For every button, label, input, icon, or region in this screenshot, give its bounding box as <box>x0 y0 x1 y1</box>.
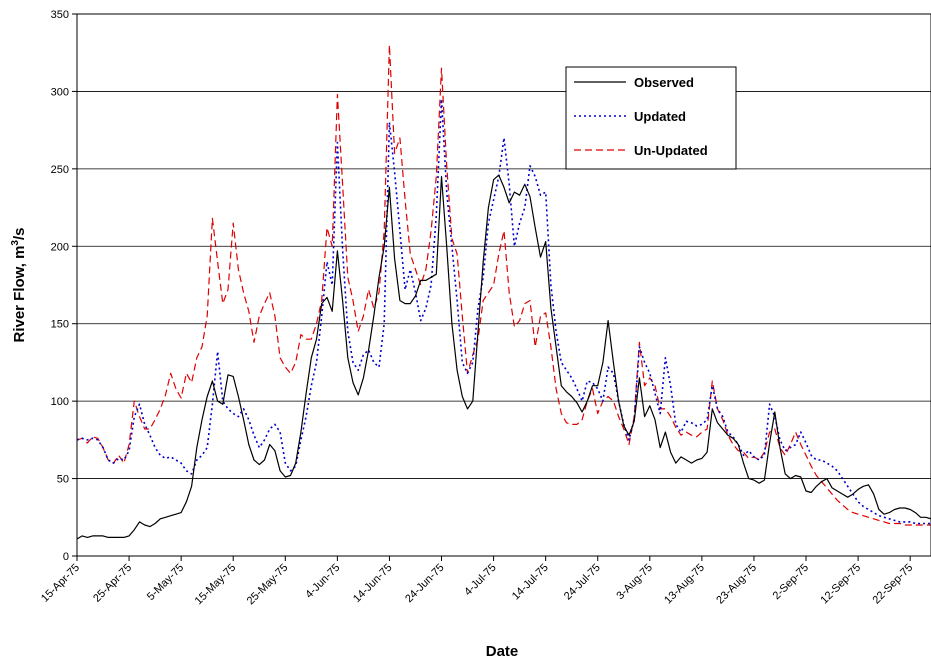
y-tick-label-100: 100 <box>51 396 69 408</box>
y-axis-title-main: River Flow, m <box>11 246 28 343</box>
y-tick-label-200: 200 <box>51 241 69 253</box>
series-line-observed <box>76 174 931 540</box>
y-tick-label-300: 300 <box>51 86 69 98</box>
x-tick-label-12: 13-Aug-75 <box>662 562 707 607</box>
x-tick-label-0: 15-Apr-75 <box>39 562 82 605</box>
y-tick-label-350: 350 <box>51 9 69 21</box>
plot-frame <box>76 13 931 557</box>
gridlines <box>77 91 931 479</box>
x-tick-label-13: 23-Aug-75 <box>714 562 759 607</box>
legend-label-observed: Observed <box>634 75 694 90</box>
x-tick-label-11: 3-Aug-75 <box>614 562 654 602</box>
series-layer <box>76 44 931 540</box>
x-tick-label-6: 14-Jun-75 <box>351 562 395 606</box>
x-axis-title: Date <box>486 643 519 660</box>
y-axis-title-suffix: /s <box>11 227 28 240</box>
legend-box <box>565 66 737 170</box>
y-tick-label-150: 150 <box>51 319 69 331</box>
x-tick-label-14: 2-Sep-75 <box>771 562 811 602</box>
y-axis: 0 50 100 150 200 250 300 350 <box>51 9 77 563</box>
x-tick-label-10: 24-Jul-75 <box>562 562 603 603</box>
y-tick-label-0: 0 <box>63 551 69 563</box>
x-tick-label-7: 24-Jun-75 <box>403 562 447 606</box>
x-tick-label-9: 14-Jul-75 <box>510 562 551 603</box>
legend-label-un-updated: Un-Updated <box>634 143 708 158</box>
x-tick-label-16: 22-Sep-75 <box>870 562 915 607</box>
series-line-updated <box>76 98 931 525</box>
y-axis-title: River Flow, m3/s <box>10 227 28 342</box>
y-tick-label-50: 50 <box>57 474 69 486</box>
y-tick-label-250: 250 <box>51 164 69 176</box>
x-tick-label-8: 4-Jul-75 <box>462 562 499 599</box>
x-tick-label-2: 5-May-75 <box>145 562 186 603</box>
x-tick-label-4: 25-May-75 <box>245 562 291 608</box>
legend-label-updated: Updated <box>634 109 686 124</box>
legend: Observed Updated Un-Updated <box>565 66 737 170</box>
series-line-un-updated <box>76 44 931 526</box>
y-axis-title-superscript: 3 <box>10 240 21 246</box>
x-tick-label-3: 15-May-75 <box>193 562 239 608</box>
x-axis: 15-Apr-75 25-Apr-75 5-May-75 15-May-75 25-Ma… <box>39 556 915 607</box>
x-tick-label-5: 4-Jun-75 <box>303 562 342 601</box>
x-tick-label-1: 25-Apr-75 <box>91 562 134 605</box>
x-tick-label-15: 12-Sep-75 <box>818 562 863 607</box>
